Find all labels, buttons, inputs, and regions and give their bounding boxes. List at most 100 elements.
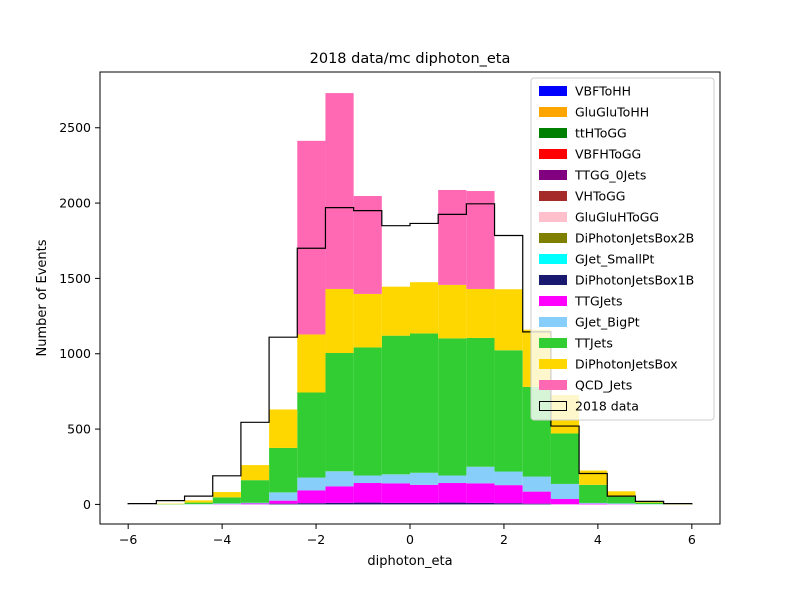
bar-gjet-bigpt-bin-4	[241, 503, 269, 504]
bar-diphotonjetsbox1b-bin-12	[466, 503, 494, 505]
bar-qcd-jets-bin-6	[297, 141, 325, 335]
legend-label-diphotonjetsbox1b: DiPhotonJetsBox1B	[575, 273, 694, 288]
y-axis-label: Number of Events	[35, 239, 50, 356]
bar-ttgjets-bin-13	[495, 485, 523, 503]
bar-ttjets-bin-7	[325, 353, 353, 471]
legend-label-vbfhtogg: VBFHToGG	[575, 147, 641, 162]
y-tick-label: 2000	[59, 196, 91, 211]
bar-ttgjets-bin-9	[382, 483, 410, 503]
bar-diphotonjetsbox1b-bin-10	[410, 503, 438, 505]
bar-diphotonjetsbox-bin-10	[410, 282, 438, 333]
y-tick-label: 1000	[59, 346, 91, 361]
legend-label-gluglutohh: GluGluToHH	[575, 105, 649, 120]
bar-gjet-bigpt-bin-6	[297, 478, 325, 491]
bar-ttgjets-bin-14	[523, 492, 551, 504]
legend-label-gjet-smallpt: GJet_SmallPt	[575, 252, 654, 267]
bar-diphotonjetsbox-bin-4	[241, 465, 269, 480]
bar-gjet-bigpt-bin-12	[466, 467, 494, 484]
y-tick-label: 1500	[59, 271, 91, 286]
legend-swatch-diphotonjetsbox2b	[539, 233, 567, 243]
bar-ttjets-bin-12	[466, 338, 494, 467]
bar-gjet-bigpt-bin-10	[410, 473, 438, 485]
legend-label-2018-data: 2018 data	[575, 399, 639, 414]
bar-diphotonjetsbox-bin-13	[495, 289, 523, 350]
bar-diphotonjetsbox1b-bin-9	[382, 503, 410, 505]
legend-label-ttgjets: TTGJets	[574, 294, 623, 309]
legend-swatch-vbfhtogg	[539, 149, 567, 159]
bar-ttjets-bin-13	[495, 350, 523, 471]
bar-ttgjets-bin-15	[551, 499, 579, 504]
x-axis-label: diphoton_eta	[367, 554, 452, 569]
legend-label-vhtogg: VHToGG	[575, 189, 625, 204]
bar-ttgjets-bin-5	[269, 501, 297, 504]
x-tick-label: −4	[213, 532, 231, 547]
x-tick-label: 6	[688, 532, 696, 547]
chart-title: 2018 data/mc diphoton_eta	[310, 51, 511, 67]
bar-diphotonjetsbox1b-bin-13	[495, 503, 523, 504]
legend-label-vbftohh: VBFToHH	[575, 84, 631, 99]
bar-ttgjets-bin-4	[241, 504, 269, 505]
bar-ttgjets-bin-7	[325, 486, 353, 503]
bar-diphotonjetsbox-bin-9	[382, 287, 410, 336]
bar-gjet-bigpt-bin-9	[382, 474, 410, 483]
legend-swatch-gjet-smallpt	[539, 254, 567, 264]
legend-label-ttjets: TTJets	[574, 336, 613, 351]
bar-ttjets-bin-3	[213, 497, 241, 503]
bar-diphotonjetsbox-bin-11	[438, 285, 466, 338]
bar-diphotonjetsbox-bin-3	[213, 492, 241, 497]
legend-swatch-diphotonjetsbox	[539, 359, 567, 369]
legend-swatch-vhtogg	[539, 191, 567, 201]
bar-diphotonjetsbox-bin-7	[325, 289, 353, 353]
bar-qcd-jets-bin-11	[438, 190, 466, 285]
bar-gjet-bigpt-bin-8	[354, 475, 382, 483]
bar-diphotonjetsbox-bin-6	[297, 334, 325, 392]
bar-ttgjets-bin-12	[466, 483, 494, 503]
bar-gjet-bigpt-bin-16	[579, 503, 607, 504]
legend-swatch-gluglutohh	[539, 107, 567, 117]
y-tick-label: 500	[67, 422, 91, 437]
bar-ttjets-bin-16	[579, 485, 607, 503]
bar-ttjets-bin-6	[297, 392, 325, 477]
bar-qcd-jets-bin-12	[466, 191, 494, 289]
legend-swatch-ttgg-0jets	[539, 170, 567, 180]
bar-ttgjets-bin-11	[438, 483, 466, 503]
bar-gjet-bigpt-bin-7	[325, 471, 353, 486]
legend-swatch-glugluhtogg	[539, 212, 567, 222]
bar-ttgjets-bin-10	[410, 485, 438, 503]
legend-label-qcd-jets: QCD_Jets	[575, 378, 632, 393]
bar-gjet-bigpt-bin-11	[438, 475, 466, 483]
legend-swatch-diphotonjetsbox1b	[539, 275, 567, 285]
legend-swatch-tthtogg	[539, 128, 567, 138]
bar-gjet-bigpt-bin-17	[607, 503, 635, 504]
bar-gjet-bigpt-bin-5	[269, 492, 297, 500]
bar-gjet-bigpt-bin-3	[213, 503, 241, 504]
legend-swatch-ttgjets	[539, 296, 567, 306]
bar-ttjets-bin-5	[269, 448, 297, 492]
bar-gjet-bigpt-bin-13	[495, 472, 523, 486]
bar-ttjets-bin-15	[551, 433, 579, 483]
y-tick-label: 0	[83, 497, 91, 512]
bar-diphotonjetsbox-bin-16	[579, 471, 607, 485]
legend: VBFToHH GluGluToHH ttHToGG VBFHToGG TTGG_0Je…	[531, 78, 714, 420]
x-tick-label: 2	[500, 532, 508, 547]
x-tick-label: −6	[119, 532, 137, 547]
bar-diphotonjetsbox1b-bin-14	[523, 504, 551, 505]
bar-diphotonjetsbox1b-bin-6	[297, 503, 325, 504]
legend-swatch-ttjets	[539, 338, 567, 348]
bar-ttgjets-bin-6	[297, 490, 325, 503]
bar-gjet-bigpt-bin-14	[523, 477, 551, 492]
legend-label-gjet-bigpt: GJet_BigPt	[575, 315, 640, 330]
bar-qcd-jets-bin-7	[325, 93, 353, 289]
bar-diphotonjetsbox-bin-8	[354, 294, 382, 347]
bar-diphotonjetsbox-bin-12	[466, 289, 494, 338]
legend-swatch-qcd-jets	[539, 380, 567, 390]
legend-label-tthtogg: ttHToGG	[575, 126, 627, 141]
legend-label-ttgg-0jets: TTGG_0Jets	[574, 168, 646, 183]
legend-swatch-vbftohh	[539, 86, 567, 96]
legend-label-glugluhtogg: GluGluHToGG	[575, 210, 659, 225]
bar-diphotonjetsbox1b-bin-11	[438, 503, 466, 505]
x-tick-label: 4	[594, 532, 602, 547]
bar-diphotonjetsbox-bin-5	[269, 409, 297, 447]
legend-swatch-gjet-bigpt	[539, 317, 567, 327]
